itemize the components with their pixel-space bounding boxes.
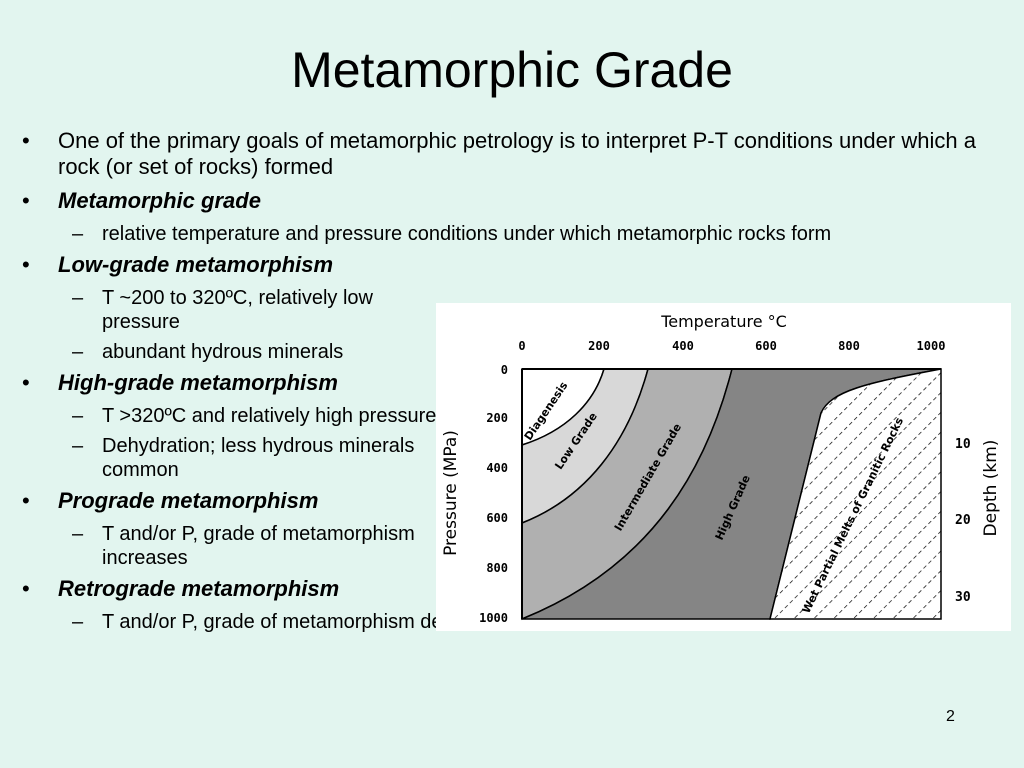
bullet-dot-icon: •	[22, 128, 30, 153]
depth-tick: 10	[955, 437, 971, 452]
temp-tick: 800	[838, 339, 860, 353]
bullet-list: • One of the primary goals of metamorphi…	[22, 128, 982, 640]
depth-axis-label: Depth (km)	[981, 440, 1001, 537]
bullet-item: • Metamorphic grade	[22, 188, 982, 214]
sub-bullet-item: – T and/or P, grade of metamorphism decr…	[22, 610, 982, 634]
bullet-item: • Low-grade metamorphism	[22, 252, 982, 278]
dash-icon: –	[72, 405, 84, 427]
dash-icon: –	[72, 223, 84, 245]
bullet-dot-icon: •	[22, 370, 30, 395]
dash-icon: –	[72, 523, 84, 545]
depth-tick: 30	[955, 590, 971, 605]
sub-bullet-text: T >320ºC and relatively high pressure	[102, 405, 437, 427]
sub-bullet-item: – Dehydration; less hydrous minerals com…	[22, 434, 502, 482]
sub-bullet-item: – relative temperature and pressure cond…	[22, 222, 982, 246]
metamorphic-grade-diagram: Temperature °C 0 200 400 600 800 1000 Pr…	[436, 303, 1011, 631]
sub-bullet-item: – T ~200 to 320ºC, relatively low pressu…	[22, 286, 502, 334]
dash-icon: –	[72, 611, 84, 633]
dash-icon: –	[72, 287, 84, 309]
bullet-heading: High-grade metamorphism	[58, 370, 338, 395]
bullet-item: • Retrograde metamorphism	[22, 576, 982, 602]
sub-bullet-text: T and/or P, grade of metamorphism decrea…	[102, 611, 513, 633]
pressure-tick: 400	[486, 461, 508, 475]
bullet-dot-icon: •	[22, 188, 30, 213]
sub-bullet-item: – T >320ºC and relatively high pressure	[22, 404, 502, 428]
bullet-dot-icon: •	[22, 252, 30, 277]
sub-bullet-text: T and/or P, grade of metamorphism increa…	[102, 523, 415, 569]
temp-tick: 400	[672, 339, 694, 353]
pressure-tick: 800	[486, 561, 508, 575]
pressure-tick: 1000	[479, 611, 508, 625]
temperature-axis-label: Temperature °C	[660, 312, 787, 331]
slide-title: Metamorphic Grade	[291, 42, 733, 98]
temp-tick: 1000	[917, 339, 946, 353]
page-number: 2	[946, 708, 955, 725]
pressure-tick: 200	[486, 411, 508, 425]
temp-tick: 0	[518, 339, 525, 353]
zone-wet-partial-melts	[769, 368, 942, 620]
bullet-heading: Metamorphic grade	[58, 188, 261, 213]
pressure-axis-label: Pressure (MPa)	[441, 430, 461, 556]
temp-tick: 600	[755, 339, 777, 353]
bullet-heading: Low-grade metamorphism	[58, 252, 334, 277]
sub-bullet-item: – abundant hydrous minerals	[22, 340, 502, 364]
sub-bullet-text: Dehydration; less hydrous minerals commo…	[102, 435, 415, 481]
temp-tick: 200	[588, 339, 610, 353]
diagram-svg: Temperature °C 0 200 400 600 800 1000 Pr…	[441, 312, 1001, 625]
bullet-item: • High-grade metamorphism	[22, 370, 982, 396]
pressure-tick: 600	[486, 511, 508, 525]
sub-bullet-item: – T and/or P, grade of metamorphism incr…	[22, 522, 502, 570]
pressure-tick: 0	[501, 363, 508, 377]
sub-bullet-text: T ~200 to 320ºC, relatively low pressure	[102, 287, 373, 333]
dash-icon: –	[72, 435, 84, 457]
sub-bullet-text: abundant hydrous minerals	[102, 341, 344, 363]
bullet-heading: Prograde metamorphism	[58, 488, 319, 513]
sub-bullet-text: relative temperature and pressure condit…	[102, 223, 832, 245]
bullet-dot-icon: •	[22, 488, 30, 513]
dash-icon: –	[72, 341, 84, 363]
bullet-item: • One of the primary goals of metamorphi…	[22, 128, 982, 180]
bullet-dot-icon: •	[22, 576, 30, 601]
depth-tick: 20	[955, 513, 971, 528]
bullet-text: One of the primary goals of metamorphic …	[58, 128, 976, 179]
bullet-item: • Prograde metamorphism	[22, 488, 982, 514]
bullet-heading: Retrograde metamorphism	[58, 576, 340, 601]
